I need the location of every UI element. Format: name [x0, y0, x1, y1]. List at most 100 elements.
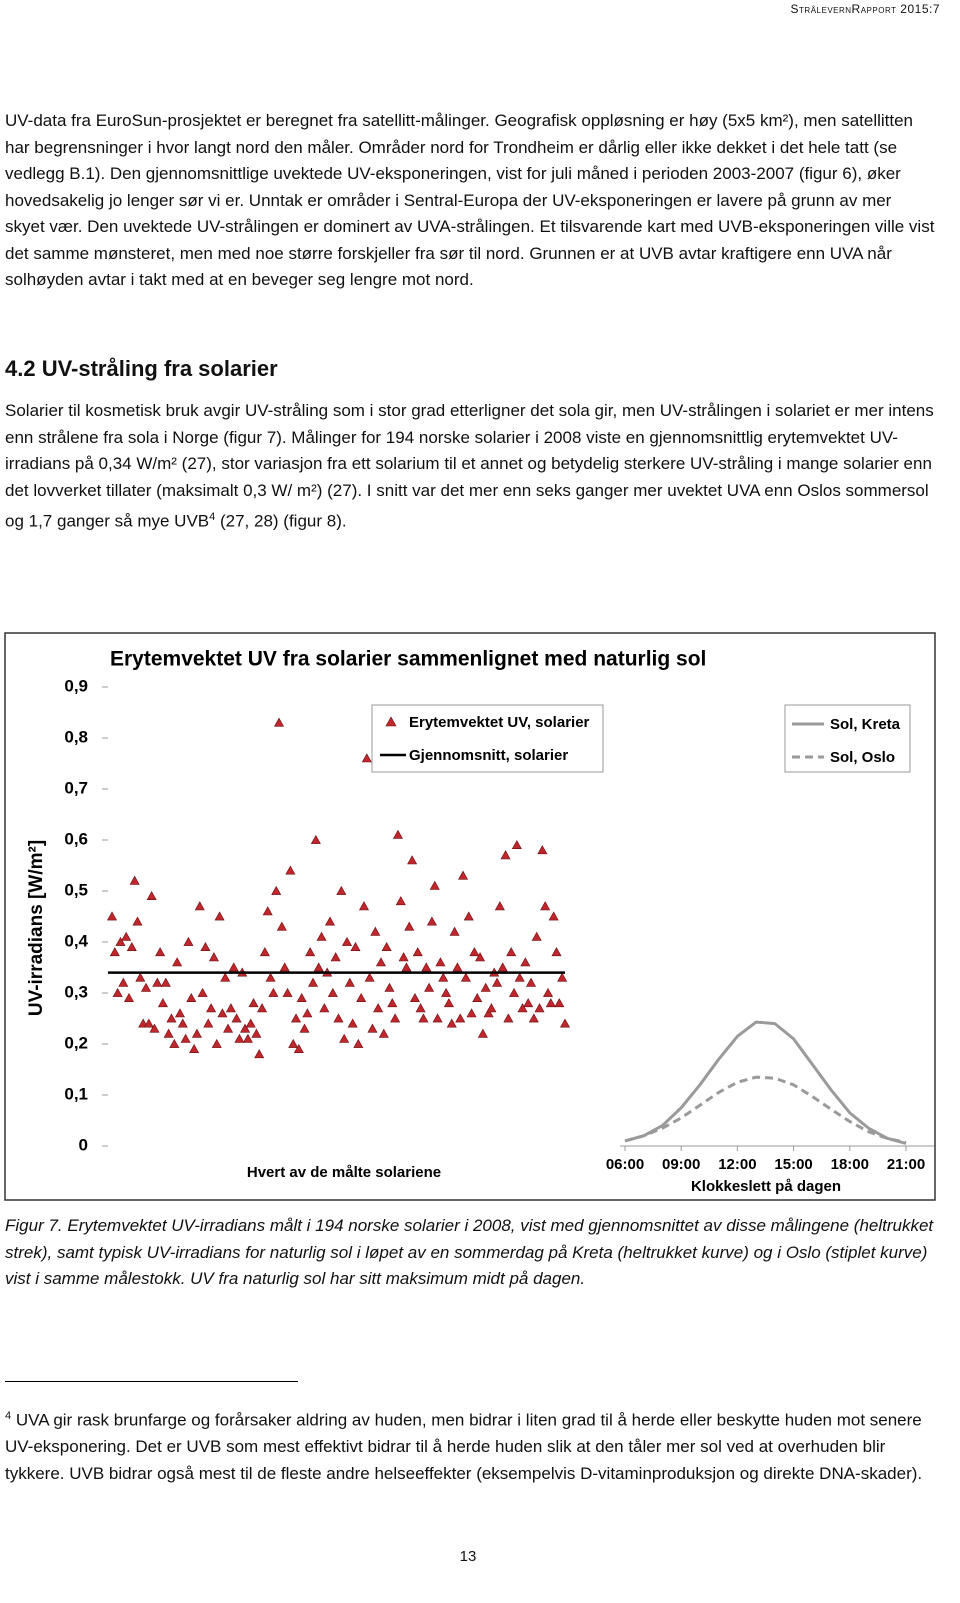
data-point	[106, 911, 118, 921]
data-point	[341, 936, 353, 946]
data-point	[271, 885, 282, 895]
data-point	[166, 1013, 177, 1023]
data-point	[132, 916, 143, 926]
data-point	[112, 987, 123, 997]
data-point	[494, 901, 505, 911]
y-tick-label: 0,6	[64, 829, 88, 848]
data-point	[282, 987, 293, 997]
data-point	[350, 941, 361, 952]
data-point	[559, 1018, 571, 1028]
y-tick-label: 0,9	[64, 676, 88, 695]
data-point	[186, 992, 197, 1003]
data-point	[121, 931, 132, 941]
data-point	[517, 1003, 528, 1013]
data-point	[446, 1018, 457, 1028]
data-point	[545, 998, 556, 1008]
data-point	[378, 1028, 389, 1038]
data-point	[429, 880, 440, 890]
data-point	[211, 1038, 222, 1048]
data-point	[217, 1008, 228, 1018]
x-tick-label: 06:00	[606, 1156, 644, 1173]
text: (27, 28) (figur 8).	[215, 511, 347, 531]
data-point	[299, 1023, 310, 1033]
footnote-text: UVA gir rask brunfarge og forårsaker ald…	[5, 1410, 923, 1483]
legend-box	[371, 704, 604, 773]
data-point	[339, 1033, 350, 1043]
data-point	[276, 921, 287, 931]
data-point	[398, 952, 409, 962]
data-point	[310, 834, 321, 844]
data-point	[455, 1013, 466, 1023]
data-point	[424, 982, 435, 992]
paragraph: Solarier til kosmetisk bruk avgir UV-str…	[5, 398, 935, 535]
data-point	[540, 901, 551, 911]
x-axis-label: Hvert av de målte solariene	[247, 1164, 441, 1181]
data-point	[520, 957, 531, 967]
data-point	[543, 987, 554, 997]
data-point	[123, 992, 134, 1003]
data-point	[183, 936, 194, 946]
legend-box	[784, 704, 911, 773]
data-point	[330, 952, 341, 962]
data-point	[180, 1033, 191, 1043]
data-point	[177, 1018, 188, 1028]
footnote-number: 4	[5, 1410, 12, 1422]
data-point	[432, 1013, 443, 1023]
data-point	[492, 977, 503, 987]
data-point	[460, 972, 471, 982]
data-point	[302, 1008, 313, 1018]
running-header: StrålevernRapport 2015:7	[790, 2, 940, 16]
data-point	[189, 1043, 200, 1053]
data-point	[288, 1038, 299, 1048]
data-point	[254, 1049, 265, 1059]
data-point	[506, 947, 517, 957]
data-point	[443, 998, 454, 1008]
y-tick-label: 0,3	[64, 982, 88, 1001]
x-tick-label: 12:00	[718, 1156, 756, 1173]
y-tick-label: 0,8	[64, 727, 88, 746]
data-point	[262, 906, 273, 916]
data-point	[228, 962, 239, 972]
data-point	[279, 962, 290, 972]
data-point	[483, 1008, 494, 1018]
footnote-ref: 4	[209, 511, 216, 523]
y-tick-label: 0	[79, 1135, 88, 1154]
data-point	[319, 1003, 330, 1013]
y-tick-label: 0,7	[64, 778, 88, 797]
data-point	[475, 952, 486, 962]
x-axis-label: Klokkeslett på dagen	[691, 1178, 841, 1195]
data-point	[200, 941, 211, 952]
data-point	[197, 987, 208, 997]
data-point	[415, 1003, 426, 1013]
sun-curve	[624, 1075, 907, 1144]
data-point	[305, 947, 316, 957]
data-point	[514, 972, 525, 982]
data-point	[265, 972, 276, 982]
data-point	[463, 911, 474, 921]
data-point	[557, 972, 568, 982]
data-point	[115, 936, 126, 946]
figure-caption: Figur 7. Erytemvektet UV-irradians målt …	[5, 1216, 934, 1288]
data-point	[531, 931, 542, 941]
data-point	[528, 1013, 539, 1023]
data-point	[392, 829, 403, 839]
data-point	[426, 916, 437, 926]
data-point	[174, 1008, 185, 1018]
data-point	[364, 972, 375, 982]
data-point	[367, 1023, 378, 1033]
data-point	[526, 977, 537, 987]
data-point	[257, 1003, 268, 1013]
data-point	[523, 998, 534, 1008]
x-tick-label: 15:00	[774, 1156, 812, 1173]
x-tick-label: 21:00	[887, 1156, 925, 1173]
data-point	[358, 901, 369, 911]
y-axis-label: UV-irradians [W/m²]	[26, 840, 47, 1016]
data-point	[126, 941, 137, 952]
data-point	[333, 1013, 344, 1023]
y-tick-label: 0,1	[64, 1084, 88, 1103]
data-point	[381, 941, 392, 952]
data-point	[163, 1028, 174, 1038]
y-tick-label: 0,5	[64, 880, 88, 899]
